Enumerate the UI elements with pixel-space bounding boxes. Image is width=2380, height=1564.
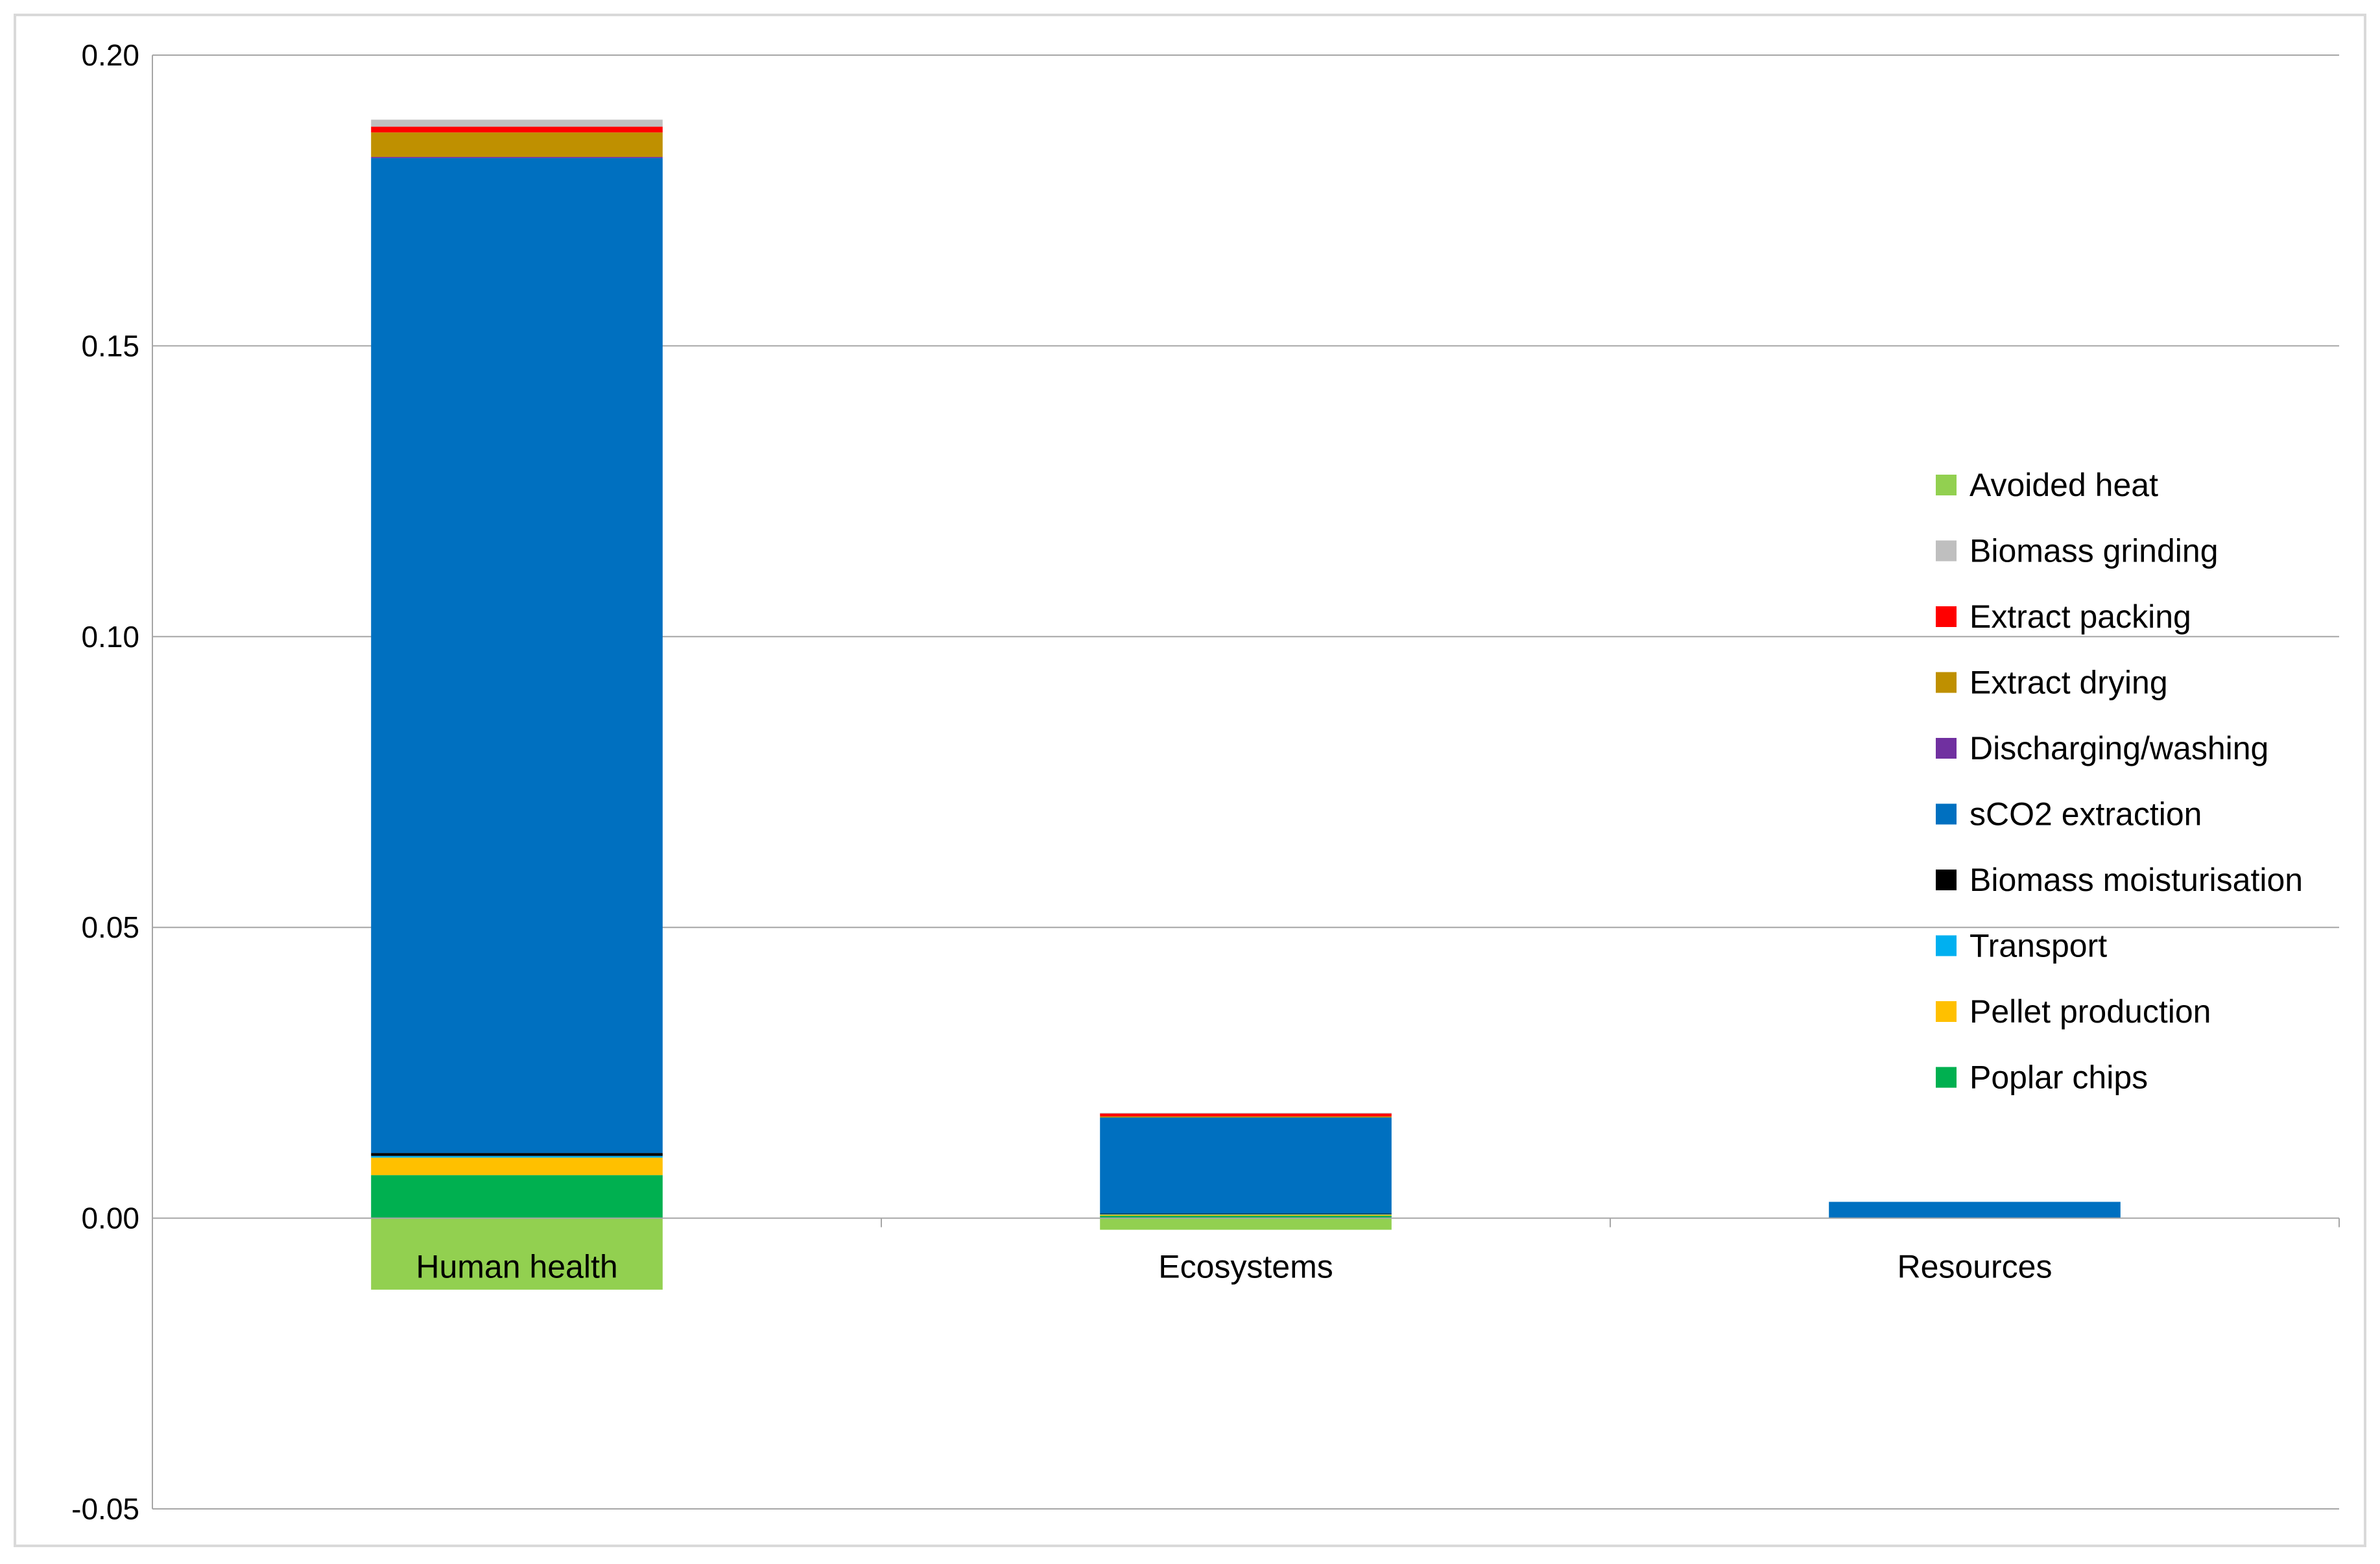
bar-segment [371,1175,663,1218]
bar-segment [371,126,663,133]
legend-label: Extract drying [1969,665,2168,701]
legend-swatch [1936,475,1957,495]
bar-segment [371,1157,663,1176]
bar-segment [1100,1216,1392,1218]
x-axis [152,1217,2340,1227]
bar-segment [1100,1116,1392,1118]
bars [371,119,2121,1290]
legend-label: Biomass moisturisation [1969,862,2303,898]
chart-border [14,14,2366,1547]
legend-swatch [1936,672,1957,693]
bar-segment [1100,1214,1392,1216]
bar-segment [371,119,663,127]
category-label: Ecosystems [1158,1249,1333,1285]
legend-swatch [1936,935,1957,956]
bar-segment [371,132,663,157]
legend-label: Pellet production [1969,993,2211,1030]
y-tick-label: 0.10 [81,620,139,654]
y-tick-label: 0.00 [81,1202,139,1235]
bar-segment [371,156,663,158]
legend-swatch [1936,803,1957,825]
legend-label: Biomass grinding [1969,533,2219,569]
legend-swatch [1936,606,1957,627]
legend-swatch [1936,870,1957,890]
bar-segment [371,1218,663,1290]
y-tick-label: -0.05 [71,1492,139,1526]
legend-swatch [1936,1067,1957,1088]
legend-label: Transport [1969,928,2107,964]
legend: Avoided heat Biomass grinding Extract pack… [1936,467,2303,1096]
legend-label: Avoided heat [1969,467,2158,503]
bar-segment [1100,1117,1392,1214]
bar-segment [1100,1113,1392,1117]
bar-segment [371,1153,663,1156]
legend-label: Discharging/washing [1969,730,2268,766]
legend-label: sCO2 extraction [1969,796,2202,833]
legend-swatch [1936,540,1957,562]
legend-label: Poplar chips [1969,1060,2148,1096]
y-tick-label: 0.15 [81,329,139,362]
bar-segment [1100,1213,1392,1214]
y-axis-tick-labels: 0.20 0.15 0.10 0.05 0.00 -0.05 [71,38,139,1526]
category-label: Human health [416,1249,617,1285]
legend-label: Extract packing [1969,598,2191,635]
category-labels: Human health Ecosystems Resources [416,1249,2052,1285]
bar-segment [371,1155,663,1158]
category-label: Resources [1898,1249,2053,1285]
legend-swatch [1936,1001,1957,1022]
bar-segment [1829,1202,2121,1218]
y-tick-label: 0.05 [81,910,139,944]
legend-swatch [1936,738,1957,759]
bar-segment [1100,1218,1392,1230]
y-tick-label: 0.20 [81,38,139,72]
bar-segment [371,158,663,1154]
